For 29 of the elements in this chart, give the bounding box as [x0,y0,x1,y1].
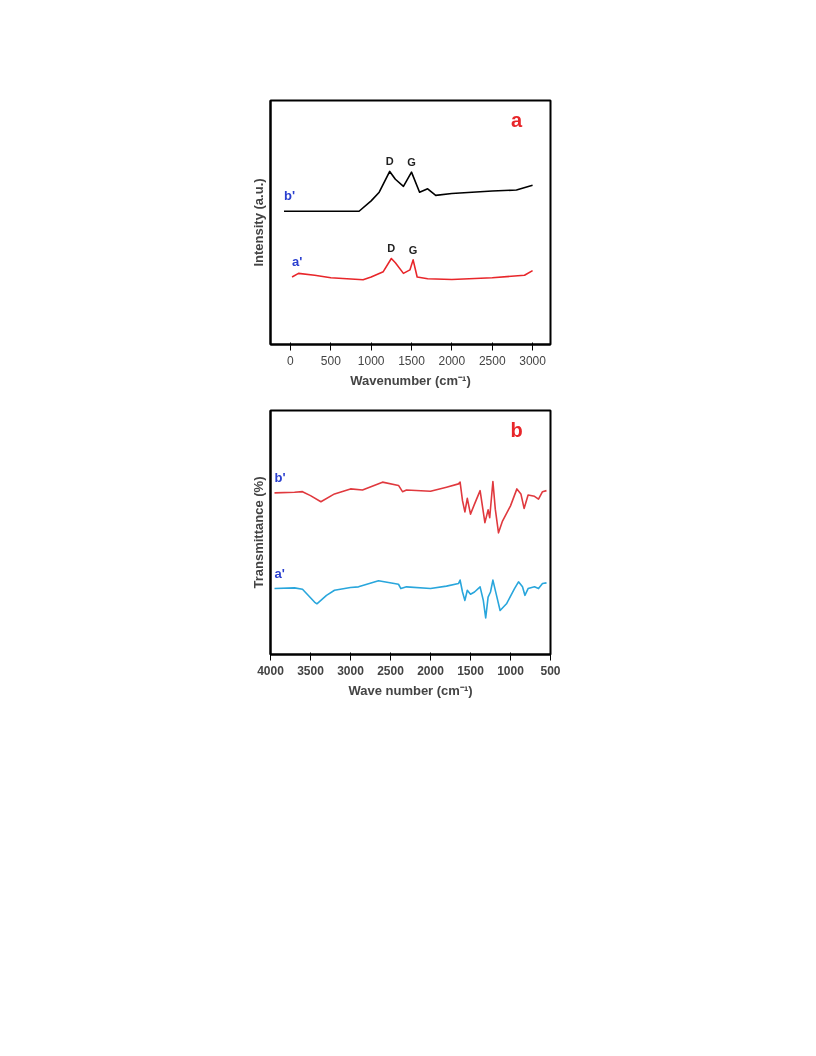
x-tick-label: 2000 [438,353,466,368]
annotation: G [408,243,418,256]
x-axis-title: Wavenumber (cm⁻¹) [350,372,471,388]
x-tick-label: 1500 [457,663,485,678]
x-tick-label: 3000 [519,353,547,368]
x-tick-label: 1000 [357,353,385,368]
series-label: b' [274,469,286,485]
annotation: D [387,242,396,255]
x-tick-label: 3000 [337,663,365,678]
x-tick-label: 2500 [377,663,405,678]
annotation: G [407,156,416,169]
x-tick-label: 0 [287,353,295,368]
text: a [510,108,523,131]
x-tick-label: 2000 [417,663,445,678]
annotation: D [385,155,394,168]
x-tick-label: 1500 [398,353,426,368]
text: b [510,418,523,441]
y-axis-title: Transmittance (%) [250,476,266,589]
x-tick-label: 500 [540,663,561,678]
series-label: a' [274,565,285,581]
x-tick-label: 1000 [497,663,525,678]
x-tick-label: 4000 [257,663,285,678]
x-tick-label: 3500 [297,663,325,678]
y-axis-title: Intensity (a.u.) [250,178,266,267]
series-label: a' [292,254,303,270]
x-axis-title: Wave number (cm⁻¹) [348,682,473,698]
x-tick-label: 2500 [478,353,506,368]
x-tick-label: 500 [320,353,342,368]
series-label: b' [283,188,296,204]
